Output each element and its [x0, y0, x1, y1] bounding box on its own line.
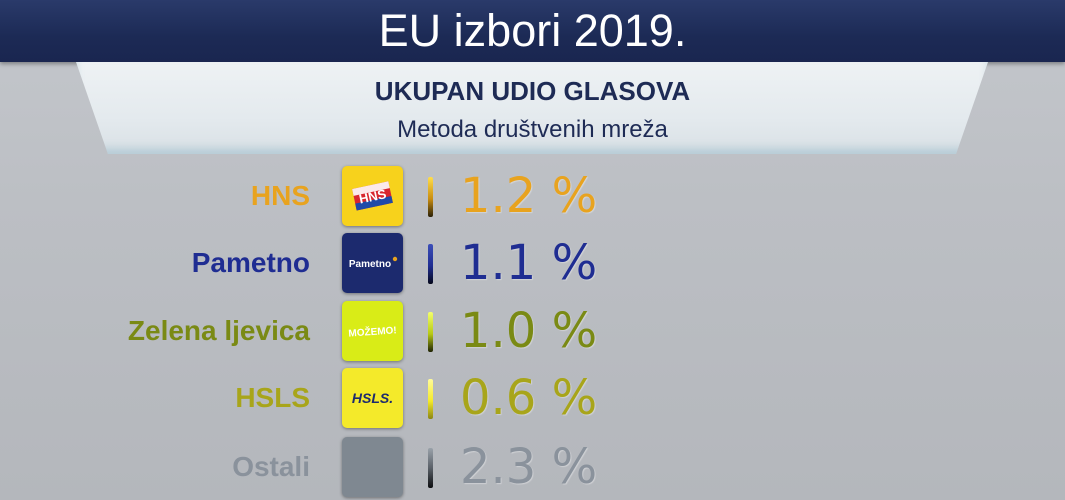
subtitle-panel [76, 62, 988, 154]
page-title: EU izbori 2019. [378, 5, 687, 56]
percent-value: 1.1 % [460, 235, 598, 291]
logo-text: HNS [358, 186, 388, 206]
ostali-blank-icon [342, 437, 403, 497]
mozemo-logo-icon: MOŽEMO! [342, 301, 403, 361]
logo-text: MOŽEMO! [348, 323, 397, 339]
party-name: Pametno [191, 247, 310, 278]
result-row-ostali: Ostali 2.3 % [0, 437, 1065, 499]
value-bar [428, 177, 433, 217]
method-label: Metoda društvenih mreža [397, 116, 668, 143]
value-bar [428, 312, 433, 352]
value-bar [428, 379, 433, 419]
result-row-pametno: Pametno Pametno 1.1 % [0, 233, 1065, 295]
percent-value: 2.3 % [460, 439, 598, 495]
party-name: Ostali [232, 451, 310, 482]
result-row-zelena-ljevica: Zelena ljevica MOŽEMO! 1.0 % [0, 301, 1065, 363]
title-bar [0, 0, 1065, 62]
logo-text: HSLS. [352, 390, 393, 406]
hsls-logo-icon: HSLS. [342, 368, 403, 428]
value-bar [428, 244, 433, 284]
party-name: HNS [250, 180, 310, 211]
percent-value: 1.2 % [460, 168, 598, 224]
result-row-hsls: HSLS HSLS. 0.6 % [0, 368, 1065, 430]
result-row-hns: HNS HNS 1.2 % [0, 166, 1065, 228]
value-bar [428, 448, 433, 488]
hns-logo-icon: HNS [342, 166, 403, 226]
pametno-logo-icon: Pametno [342, 233, 403, 293]
party-name: Zelena ljevica [127, 315, 310, 346]
party-name: HSLS [235, 382, 310, 413]
logo-text: Pametno [349, 259, 391, 270]
percent-value: 0.6 % [460, 370, 598, 426]
percent-value: 1.0 % [460, 303, 598, 359]
subtitle: UKUPAN UDIO GLASOVA [374, 76, 691, 106]
